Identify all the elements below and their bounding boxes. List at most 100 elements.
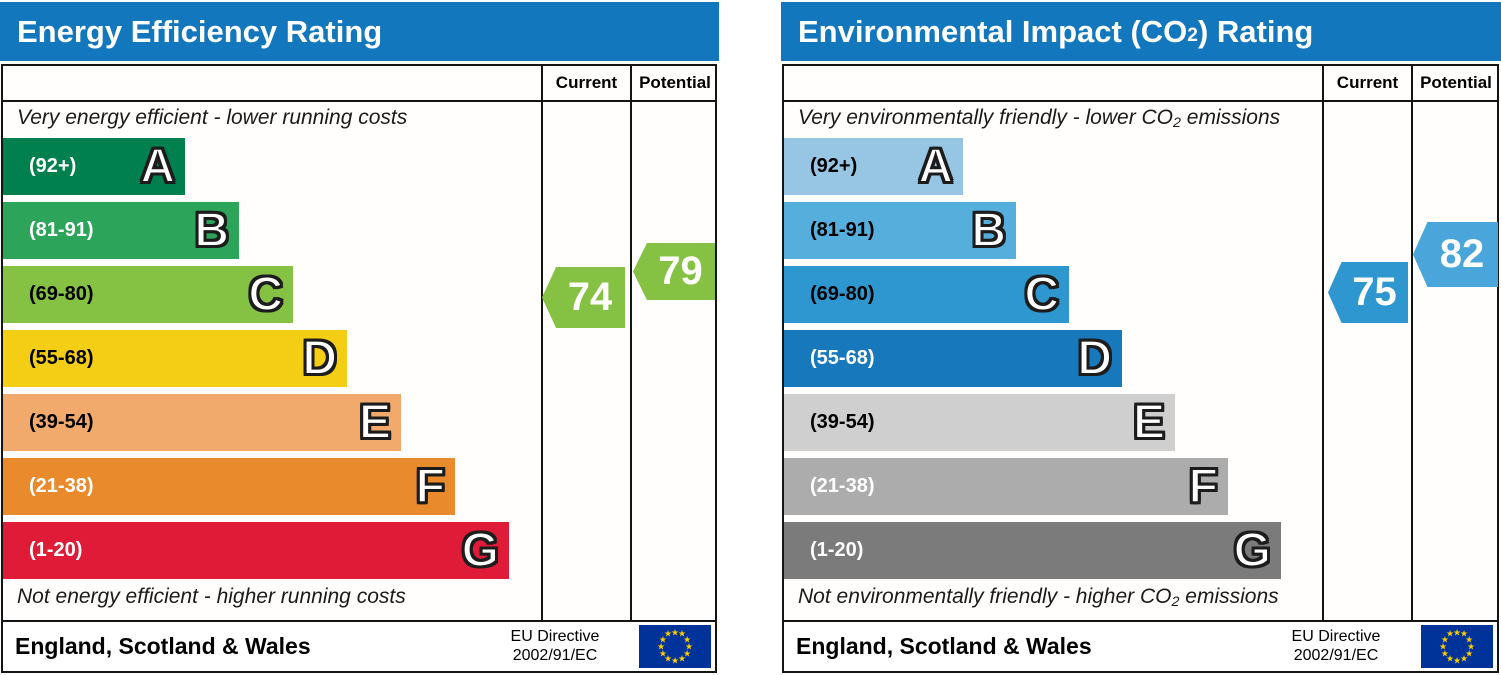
band-letter: G: [1233, 523, 1272, 578]
eu-star-icon: ★: [1440, 634, 1449, 644]
current-rating-value: 75: [1352, 270, 1397, 314]
band-range-label: (69-80): [810, 283, 875, 305]
top-note: Very energy efficient - lower running co…: [17, 106, 407, 130]
top-note-suffix: emissions: [1180, 106, 1281, 129]
chart-title-subscript: 2: [1187, 25, 1198, 47]
band-letter: D: [301, 331, 338, 386]
eu-star-icon: ★: [670, 655, 680, 665]
chart-title: Environmental Impact (CO: [798, 13, 1188, 49]
top-note-subscript: 2: [1173, 115, 1181, 132]
eu-star-icon: ★: [658, 648, 667, 658]
band-letter: C: [1023, 267, 1060, 322]
current-column-divider: [1322, 66, 1324, 620]
bottom-note: Not environmentally friendly - higher CO…: [798, 585, 1279, 610]
eu-directive-label: EU Directive 2002/91/EC: [1282, 627, 1390, 665]
eu-star-icon: ★: [1465, 634, 1474, 644]
eu-star-icon: ★: [684, 641, 694, 651]
band-letter: A: [139, 139, 176, 194]
rating-table: Current Potential Very environmentally f…: [782, 64, 1499, 673]
band-range-label: (39-54): [29, 411, 94, 433]
band-range-label: (21-38): [29, 475, 94, 497]
eu-star-icon: ★: [656, 641, 666, 651]
eu-star-icon: ★: [683, 634, 692, 644]
band-b: (81-91) B: [3, 202, 239, 259]
band-f: (21-38) F: [3, 458, 455, 515]
band-d: (55-68) D: [784, 330, 1122, 387]
eu-star-icon: ★: [1445, 628, 1455, 639]
band-b: (81-91) B: [784, 202, 1016, 259]
band-c: (69-80) C: [784, 266, 1069, 323]
band-a: (92+) A: [784, 138, 963, 195]
rating-bands: (92+) A (81-91) B (69-80) C (55-68) D (39-54) E (2…: [3, 138, 509, 586]
band-range-label: (81-91): [810, 219, 875, 241]
top-note-text: Very energy efficient - lower running co…: [17, 106, 408, 129]
band-f: (21-38) F: [784, 458, 1228, 515]
eu-star-icon: ★: [1440, 648, 1449, 658]
potential-column-divider: [630, 66, 632, 620]
table-header-row: Current Potential: [784, 66, 1497, 102]
chart-title-bar: Energy Efficiency Rating: [0, 2, 719, 61]
band-range-label: (69-80): [29, 283, 94, 305]
eu-directive-label: EU Directive 2002/91/EC: [501, 627, 609, 665]
eu-star-icon: ★: [670, 627, 680, 637]
current-column-header: Current: [555, 73, 618, 92]
chart-title: Energy Efficiency Rating: [17, 13, 383, 49]
current-rating-arrow: 75: [1328, 262, 1408, 323]
eu-flag-icon: ★ ★ ★ ★ ★ ★ ★ ★ ★ ★ ★ ★: [639, 625, 711, 668]
eu-star-icon: ★: [1452, 655, 1462, 665]
band-letter: G: [461, 523, 500, 578]
bottom-note-text: Not environmentally friendly - higher CO: [798, 585, 1172, 608]
eu-star-icon: ★: [1452, 627, 1462, 637]
band-letter: F: [415, 459, 446, 514]
band-range-label: (1-20): [29, 539, 83, 561]
eu-star-icon: ★: [1465, 648, 1474, 658]
current-rating-value: 74: [567, 275, 613, 319]
band-letter: A: [917, 139, 954, 194]
environmental-impact-rating-chart: Environmental Impact (CO 2) Rating Curren…: [781, 0, 1501, 675]
band-g: (1-20) G: [3, 522, 509, 579]
footer-region-label: England, Scotland & Wales: [796, 633, 1092, 659]
chart-title-bar: Environmental Impact (CO 2) Rating: [781, 2, 1501, 61]
eu-directive-line2: 2002/91/EC: [1293, 647, 1379, 664]
eu-star-icon: ★: [1459, 653, 1469, 664]
eu-directive-line2: 2002/91/EC: [512, 647, 598, 664]
band-range-label: (92+): [810, 155, 858, 177]
potential-column-divider: [1411, 66, 1413, 620]
footer-region-label: England, Scotland & Wales: [15, 633, 311, 659]
band-d: (55-68) D: [3, 330, 347, 387]
eu-star-icon: ★: [663, 628, 673, 639]
eu-star-icon: ★: [1438, 641, 1448, 651]
eu-flag-icon: ★ ★ ★ ★ ★ ★ ★ ★ ★ ★ ★ ★: [1421, 625, 1493, 668]
band-letter: F: [1188, 459, 1219, 514]
eu-directive-line1: EU Directive: [510, 628, 600, 645]
chart-title-suffix: ) Rating: [1197, 13, 1314, 49]
band-e: (39-54) E: [3, 394, 401, 451]
table-footer-row: England, Scotland & Wales EU Directive 2…: [3, 620, 715, 671]
band-letter: E: [1132, 395, 1166, 450]
potential-rating-arrow: 79: [633, 243, 715, 300]
potential-rating-value: 82: [1439, 232, 1485, 276]
potential-rating-arrow: 82: [1413, 222, 1498, 287]
band-letter: C: [247, 267, 284, 322]
band-g: (1-20) G: [784, 522, 1281, 579]
potential-column-header: Potential: [639, 73, 711, 92]
eu-star-icon: ★: [658, 634, 667, 644]
band-letter: D: [1076, 331, 1113, 386]
top-note-text: Very environmentally friendly - lower CO: [798, 106, 1174, 129]
band-range-label: (1-20): [810, 539, 864, 561]
band-range-label: (21-38): [810, 475, 875, 497]
band-letter: E: [358, 395, 392, 450]
current-column-divider: [541, 66, 543, 620]
potential-rating-value: 79: [658, 249, 703, 293]
band-letter: B: [193, 203, 230, 258]
table-header-row: Current Potential: [3, 66, 715, 102]
band-range-label: (55-68): [810, 347, 875, 369]
bottom-note-suffix: emissions: [1179, 585, 1279, 608]
current-rating-arrow: 74: [542, 267, 625, 328]
top-note: Very environmentally friendly - lower CO…: [798, 106, 1281, 132]
band-range-label: (81-91): [29, 219, 94, 241]
energy-efficiency-rating-chart: Energy Efficiency Rating Current Potenti…: [0, 0, 719, 675]
band-range-label: (55-68): [29, 347, 94, 369]
rating-bands: (92+) A (81-91) B (69-80) C (55-68) D (39-54) E (2…: [784, 138, 1281, 586]
